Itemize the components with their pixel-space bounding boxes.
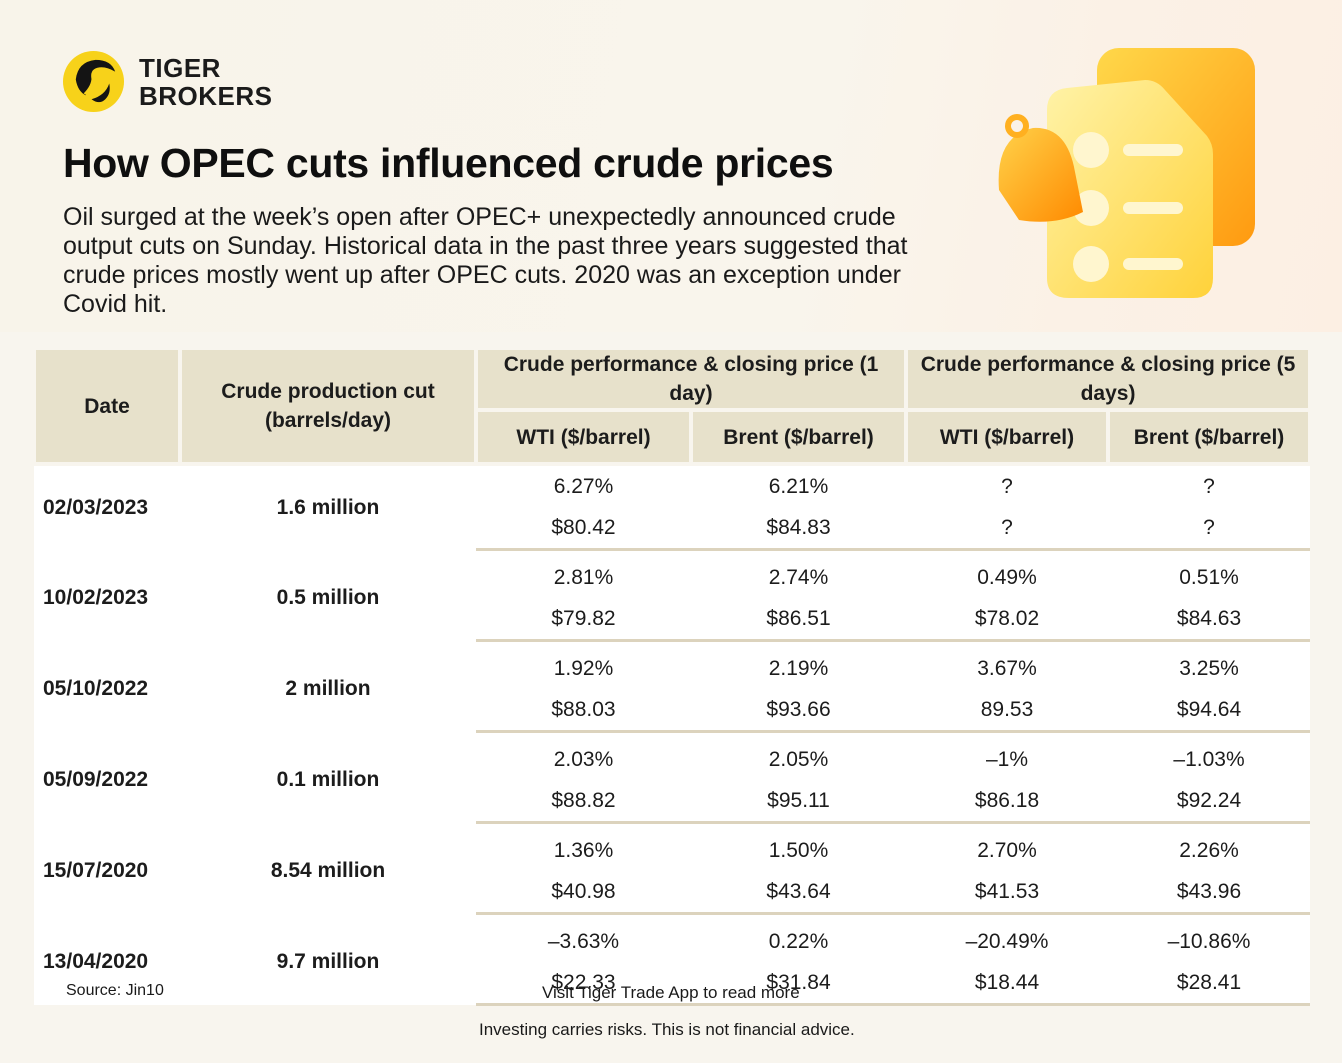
table-row: 15/07/2020 8.54 million 1.36% 1.50% 2.70% 2.2… bbox=[34, 822, 1311, 914]
header-brent-5d: Brent ($/barrel) bbox=[1106, 408, 1313, 466]
cell-price-wti-5d: 89.53 bbox=[906, 689, 1109, 733]
header-wti-1d: WTI ($/barrel) bbox=[474, 408, 693, 466]
cell-pct-wti-1d: 6.27% bbox=[476, 464, 691, 507]
table-row-price: $80.42 $84.83?? bbox=[34, 507, 1311, 551]
brand-name: TIGER BROKERS bbox=[139, 54, 273, 110]
cell-date: 05/10/2022 bbox=[34, 640, 180, 732]
source-note: Source: Jin10 bbox=[66, 982, 164, 999]
cell-price-brent-5d: $84.63 bbox=[1108, 598, 1311, 642]
header-date: Date bbox=[32, 346, 182, 466]
brand-line-1: TIGER bbox=[139, 52, 221, 83]
intro-paragraph: Oil surged at the week’s open after OPEC… bbox=[63, 203, 908, 318]
cell-pct-wti-1d: 1.36% bbox=[476, 822, 691, 871]
cell-price-wti-5d: $86.18 bbox=[906, 780, 1109, 824]
cell-pct-wti-1d: 2.03% bbox=[476, 731, 691, 780]
table-row: 05/09/2022 0.1 million 2.03% 2.05% –1% –1.03% bbox=[34, 731, 1311, 823]
cell-date: 13/04/2020 bbox=[34, 913, 180, 1005]
cell-pct-wti-1d: 1.92% bbox=[476, 640, 691, 689]
header-production-cut: Crude production cut (barrels/day) bbox=[178, 346, 478, 466]
cell-price-wti-5d: ? bbox=[906, 507, 1109, 551]
cell-price-brent-5d: $28.41 bbox=[1108, 962, 1311, 1006]
cell-production-cut: 8.54 million bbox=[180, 822, 476, 914]
cell-price-wti-1d: $88.03 bbox=[476, 689, 691, 733]
visit-app-note: Visit Tiger Trade App to read more bbox=[542, 983, 800, 1002]
cell-price-wti-1d: $79.82 bbox=[476, 598, 691, 642]
table-row-price: $22.33 $31.84 $18.44 $28.41 bbox=[34, 962, 1311, 1006]
cell-pct-brent-5d: –10.86% bbox=[1108, 913, 1311, 962]
cell-pct-brent-1d: 6.21% bbox=[691, 464, 907, 507]
cell-price-wti-1d: $40.98 bbox=[476, 871, 691, 915]
cell-pct-wti-5d: 3.67% bbox=[906, 640, 1109, 689]
tiger-logo-icon bbox=[62, 50, 125, 113]
cell-production-cut: 9.7 million bbox=[180, 913, 476, 1005]
cell-price-brent-1d: $31.84 bbox=[691, 962, 907, 1006]
cell-price-brent-1d: $84.83 bbox=[691, 507, 907, 551]
cell-pct-wti-1d: –3.63% bbox=[476, 913, 691, 962]
cell-production-cut: 0.5 million bbox=[180, 549, 476, 641]
cell-pct-brent-1d: 2.74% bbox=[691, 549, 907, 598]
cell-pct-wti-5d: –20.49% bbox=[906, 913, 1109, 962]
cell-price-brent-1d: $43.64 bbox=[691, 871, 907, 915]
cell-pct-brent-1d: 1.50% bbox=[691, 822, 907, 871]
page-title: How OPEC cuts influenced crude prices bbox=[63, 140, 834, 186]
cell-price-brent-1d: $86.51 bbox=[691, 598, 907, 642]
bell-and-documents-icon bbox=[998, 48, 1255, 298]
cell-pct-brent-1d: 2.19% bbox=[691, 640, 907, 689]
table-row-price: $88.03 $93.66 89.53 $94.64 bbox=[34, 689, 1311, 733]
cell-price-brent-5d: ? bbox=[1108, 507, 1311, 551]
risk-disclaimer: Investing carries risks. This is not fin… bbox=[479, 1020, 855, 1039]
cell-pct-wti-5d: 0.49% bbox=[906, 549, 1109, 598]
table-row: 13/04/2020 9.7 million –3.63% 0.22% –20.49% –… bbox=[34, 913, 1311, 1005]
cell-production-cut: 2 million bbox=[180, 640, 476, 732]
cell-date: 10/02/2023 bbox=[34, 549, 180, 641]
table-row-price: $40.98 $43.64 $41.53 $43.96 bbox=[34, 871, 1311, 915]
cell-price-wti-5d: $18.44 bbox=[906, 962, 1109, 1006]
header-5-days: Crude performance & closing price (5 day… bbox=[904, 346, 1313, 412]
cell-price-wti-1d: $88.82 bbox=[476, 780, 691, 824]
cell-production-cut: 0.1 million bbox=[180, 731, 476, 823]
table-row: 02/03/2023 1.6 million 6.27% 6.21%?? bbox=[34, 464, 1311, 550]
cell-pct-brent-5d: 2.26% bbox=[1108, 822, 1311, 871]
cell-pct-brent-1d: 0.22% bbox=[691, 913, 907, 962]
cell-price-brent-1d: $93.66 bbox=[691, 689, 907, 733]
cell-pct-wti-5d: 2.70% bbox=[906, 822, 1109, 871]
cell-pct-wti-5d: ? bbox=[906, 464, 1109, 507]
cell-pct-brent-5d: 0.51% bbox=[1108, 549, 1311, 598]
cell-price-wti-1d: $22.33 bbox=[476, 962, 691, 1006]
cell-price-brent-5d: $92.24 bbox=[1108, 780, 1311, 824]
cell-price-wti-5d: $41.53 bbox=[906, 871, 1109, 915]
cell-pct-brent-5d: 3.25% bbox=[1108, 640, 1311, 689]
cell-price-brent-5d: $43.96 bbox=[1108, 871, 1311, 915]
brand-logo[interactable]: TIGER BROKERS bbox=[62, 50, 273, 113]
table-row-price: $79.82 $86.51 $78.02 $84.63 bbox=[34, 598, 1311, 642]
cell-date: 05/09/2022 bbox=[34, 731, 180, 823]
header-wti-5d: WTI ($/barrel) bbox=[904, 408, 1111, 466]
cell-pct-brent-5d: –1.03% bbox=[1108, 731, 1311, 780]
cell-pct-brent-1d: 2.05% bbox=[691, 731, 907, 780]
opec-cuts-table: Date Crude production cut (barrels/day) … bbox=[32, 346, 1313, 1006]
cell-date: 15/07/2020 bbox=[34, 822, 180, 914]
cell-pct-wti-1d: 2.81% bbox=[476, 549, 691, 598]
cell-price-brent-5d: $94.64 bbox=[1108, 689, 1311, 733]
header-brent-1d: Brent ($/barrel) bbox=[688, 408, 909, 466]
cell-pct-wti-5d: –1% bbox=[906, 731, 1109, 780]
table-row: 05/10/2022 2 million 1.92% 2.19% 3.67% 3.25% bbox=[34, 640, 1311, 732]
cell-price-brent-1d: $95.11 bbox=[691, 780, 907, 824]
cell-price-wti-5d: $78.02 bbox=[906, 598, 1109, 642]
cell-price-wti-1d: $80.42 bbox=[476, 507, 691, 551]
cell-production-cut: 1.6 million bbox=[180, 464, 476, 550]
table-row: 10/02/2023 0.5 million 2.81% 2.74% 0.49% 0.51… bbox=[34, 549, 1311, 641]
cell-pct-brent-5d: ? bbox=[1108, 464, 1311, 507]
brand-line-2: BROKERS bbox=[139, 80, 273, 111]
header-1-day: Crude performance & closing price (1 day… bbox=[473, 346, 909, 412]
table-row-price: $88.82 $95.11 $86.18 $92.24 bbox=[34, 780, 1311, 824]
cell-date: 02/03/2023 bbox=[34, 464, 180, 550]
